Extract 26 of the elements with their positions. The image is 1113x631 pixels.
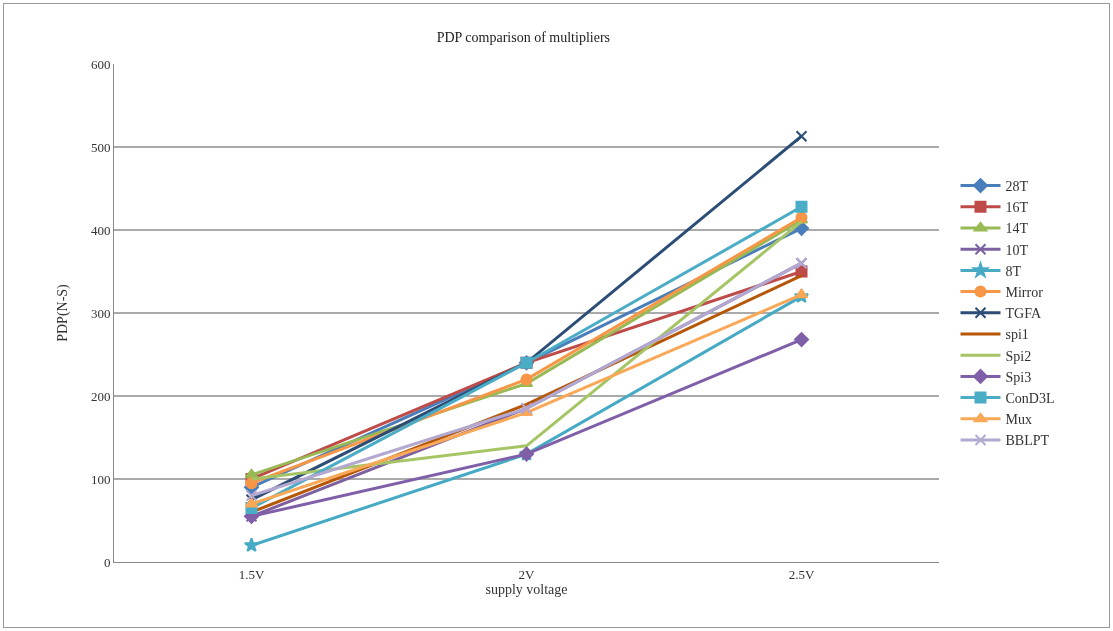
legend-label: 28T xyxy=(1005,179,1029,195)
x-tick-label: 2V xyxy=(518,566,536,582)
legend-label: BBLPT xyxy=(1005,433,1050,449)
legend-label: 8T xyxy=(1005,263,1022,279)
y-tick-label: 600 xyxy=(90,56,111,72)
legend-label: Spi2 xyxy=(1005,348,1032,364)
x-tick-label: 1.5V xyxy=(238,566,265,582)
legend-label: Mirror xyxy=(1005,285,1044,301)
legend-label: 10T xyxy=(1005,242,1029,258)
y-tick-label: 400 xyxy=(90,222,111,238)
y-tick-label: 100 xyxy=(90,471,111,487)
legend-label: Spi3 xyxy=(1005,369,1032,385)
y-tick-label: 0 xyxy=(103,554,111,570)
x-tick-label: 2.5V xyxy=(788,566,815,582)
y-tick-label: 500 xyxy=(90,139,111,155)
chart-title: PDP comparison of multipliers xyxy=(436,29,611,45)
legend-label: 16T xyxy=(1005,200,1029,216)
y-tick-label: 300 xyxy=(90,305,111,321)
legend-label: Mux xyxy=(1005,412,1032,428)
y-axis-title: PDP(N-S) xyxy=(54,283,71,342)
x-axis-title: supply voltage xyxy=(485,581,568,597)
legend-label: 14T xyxy=(1005,221,1029,237)
legend-label: spi1 xyxy=(1005,327,1029,343)
legend-label: TGFA xyxy=(1005,306,1042,322)
legend-label: ConD3L xyxy=(1005,391,1055,407)
y-tick-label: 200 xyxy=(90,388,111,404)
